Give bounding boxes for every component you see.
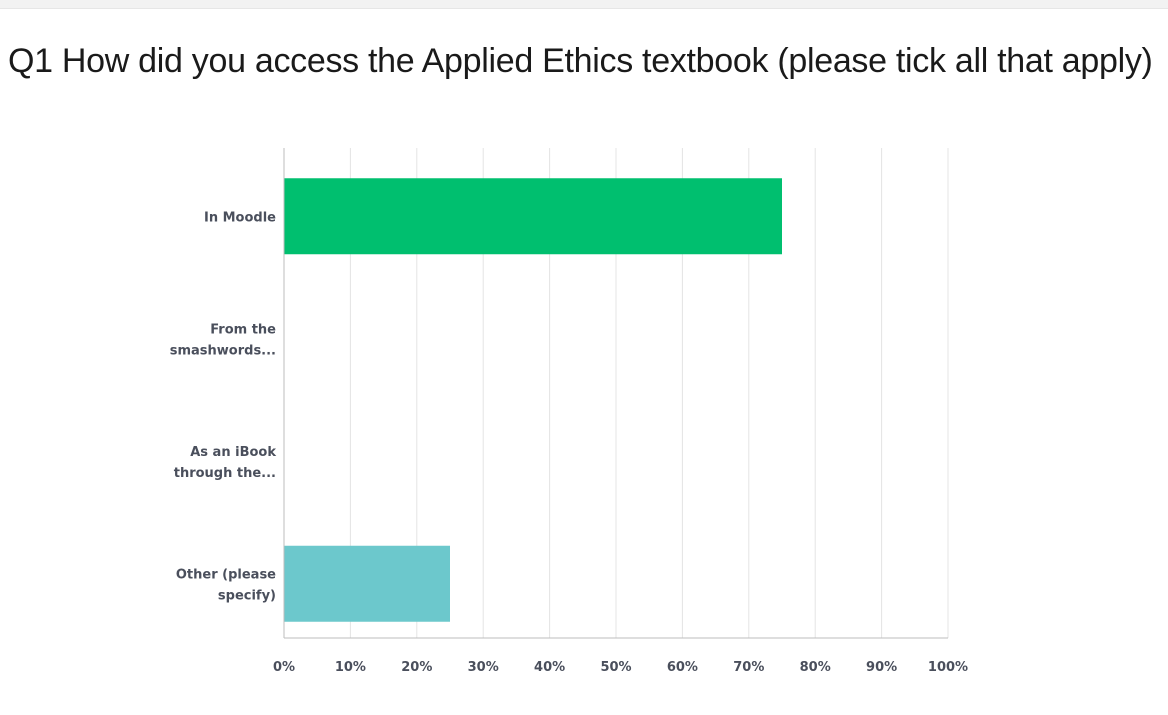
x-tick-label: 0%: [273, 660, 295, 675]
category-label: From the smashwords...: [170, 322, 276, 358]
x-tick-label: 30%: [468, 660, 499, 675]
category-label-line: As an iBook: [190, 445, 276, 460]
category-label-line: Other (please: [176, 567, 276, 582]
question-title: Q1 How did you access the Applied Ethics…: [8, 42, 1153, 80]
x-tick-label: 100%: [928, 660, 968, 675]
x-tick-label: 90%: [866, 660, 897, 675]
category-label: In Moodle: [204, 210, 276, 225]
x-tick-label: 80%: [800, 660, 831, 675]
bar: [284, 545, 450, 622]
top-strip: [0, 0, 1168, 9]
category-label: Other (please specify): [176, 567, 276, 603]
bars: [284, 178, 782, 622]
x-tick-label: 40%: [534, 660, 565, 675]
bar: [284, 178, 782, 255]
category-labels: In Moodle From the smashwords... As an iBoo…: [170, 210, 277, 603]
x-tick-label: 20%: [401, 660, 432, 675]
category-label-line: From the: [210, 322, 276, 337]
x-tick-label: 10%: [335, 660, 366, 675]
category-label-line: through the...: [174, 466, 276, 481]
category-label-line: smashwords...: [170, 343, 276, 358]
category-label-line: In Moodle: [204, 210, 276, 225]
category-label: As an iBook through the...: [174, 445, 277, 481]
x-tick-label: 60%: [667, 660, 698, 675]
category-label-line: specify): [218, 588, 276, 603]
x-tick-labels: 0% 10% 20% 30% 40% 50% 60% 70% 80% 90% 100%: [273, 660, 968, 675]
axes: [283, 148, 948, 639]
x-tick-label: 50%: [600, 660, 631, 675]
x-tick-label: 70%: [733, 660, 764, 675]
